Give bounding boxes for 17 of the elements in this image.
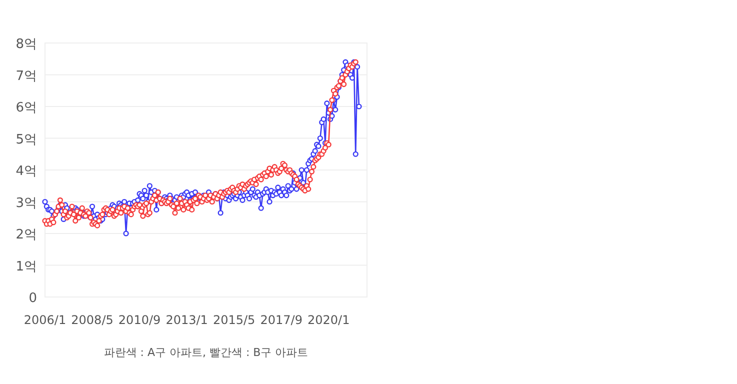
y-tick-label: 1억 [16,259,37,274]
y-tick-label: 6억 [16,100,37,116]
y-tick-label: 3억 [16,196,37,211]
y-tick-label: 2억 [16,228,37,242]
y-tick-label: 5억 [16,132,37,148]
x-tick-label: 2008/5 [71,313,114,327]
x-tick-label: 2006/1 [24,313,66,327]
x-tick-label: 2017/9 [260,313,302,327]
x-tick-label: 2020/1 [308,313,350,327]
x-tick-label: 2010/9 [118,313,161,327]
y-tick-label: 4억 [16,164,37,179]
x-tick-label: 2015/5 [212,313,256,327]
y-tick-label: 0 [28,291,37,306]
text: 파란색 : A구 아파트, 빨간색 : B구 아파트 [104,346,308,359]
y-tick-label: 8억 [16,37,37,52]
x-tick-label: 2013/1 [166,313,208,327]
y-tick-label: 7억 [16,68,37,84]
